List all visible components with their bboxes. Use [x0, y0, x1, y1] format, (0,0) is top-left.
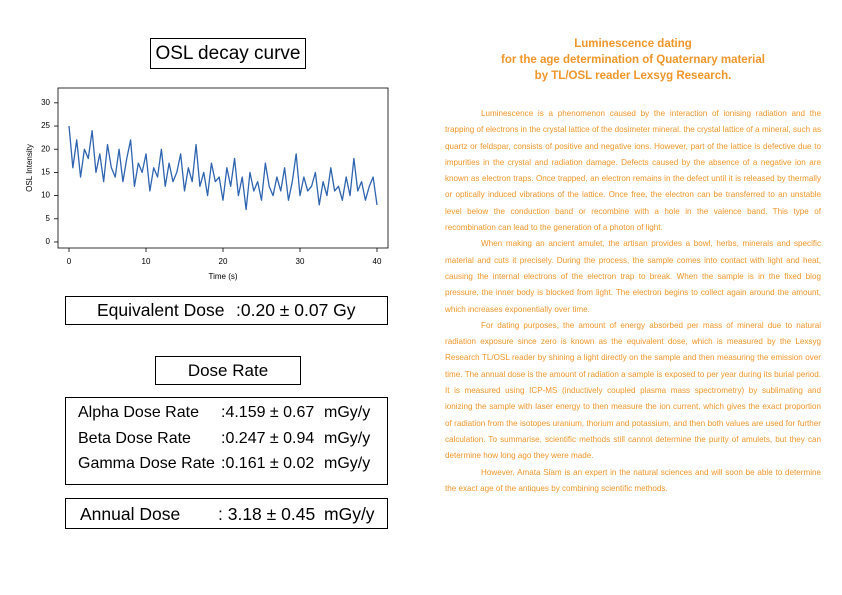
- x-tick-label: 10: [142, 257, 151, 266]
- article: Luminescence dating for the age determina…: [445, 36, 821, 497]
- y-tick-label: 15: [41, 168, 50, 177]
- y-tick-label: 30: [41, 98, 50, 107]
- rate-label: Beta Dose Rate: [78, 429, 191, 447]
- title-line: by TL/OSL reader Lexsyg Research.: [534, 70, 732, 82]
- y-axis-label: OSL Intensity: [25, 144, 34, 192]
- rate-value: :0.161 ± 0.02: [221, 455, 315, 472]
- value: :0.20 ± 0.07 Gy: [236, 300, 356, 320]
- y-tick-label: 0: [46, 237, 51, 246]
- y-tick-label: 20: [41, 144, 50, 153]
- data-line: [68, 125, 378, 211]
- rate-unit: mGy/y: [324, 455, 371, 472]
- rate-unit: mGy/y: [324, 429, 371, 447]
- paragraph: When making an ancient amulet, the artis…: [445, 239, 821, 314]
- y-tick-label: 5: [46, 214, 51, 223]
- rate-unit: mGy/y: [324, 404, 371, 421]
- article-body: Luminescence is a phenomenon caused by t…: [445, 106, 821, 497]
- rate-value: :0.247 ± 0.94: [221, 429, 315, 447]
- title-line: Luminescence dating: [574, 38, 692, 50]
- unit: mGy/y: [324, 504, 375, 524]
- section-title: Dose Rate: [155, 356, 301, 385]
- y-tick-label: 25: [41, 121, 50, 130]
- x-axis-label: Time (s): [208, 272, 237, 281]
- paragraph: Luminescence is a phenomenon caused by t…: [445, 109, 821, 233]
- plot-frame: [57, 87, 389, 249]
- paragraph: For dating purposes, the amount of energ…: [445, 320, 821, 461]
- x-tick-label: 0: [67, 257, 72, 266]
- rate-label: Alpha Dose Rate: [78, 404, 199, 421]
- x-tick-label: 40: [373, 257, 382, 266]
- chart-title: OSL decay curve: [150, 38, 306, 69]
- y-tick-label: 10: [41, 191, 50, 200]
- label: Annual Dose: [80, 504, 181, 524]
- x-tick-label: 20: [219, 257, 228, 266]
- dose-rate-box: Alpha Dose Rate :4.159 ± 0.67 mGy/y Beta Do…: [65, 397, 388, 485]
- rate-value: :4.159 ± 0.67: [221, 404, 315, 421]
- paragraph: However, Amata Siam is an expert in the …: [445, 467, 821, 493]
- x-tick-label: 30: [296, 257, 305, 266]
- title-line: for the age determination of Quaternary …: [501, 54, 765, 66]
- article-title: Luminescence dating for the age determina…: [445, 36, 821, 84]
- equivalent-dose-box: Equivalent Dose :0.20 ± 0.07 Gy: [65, 296, 388, 325]
- rate-label: Gamma Dose Rate: [78, 455, 215, 472]
- annual-dose-box: Annual Dose : 3.18 ± 0.45 mGy/y: [65, 498, 388, 529]
- value: : 3.18 ± 0.45: [218, 504, 316, 524]
- chart: 0 5 10 15 20 25 30 0 10 20 30 40 Time (s) OSL Intensi…: [25, 87, 389, 281]
- label: Equivalent Dose: [97, 300, 225, 320]
